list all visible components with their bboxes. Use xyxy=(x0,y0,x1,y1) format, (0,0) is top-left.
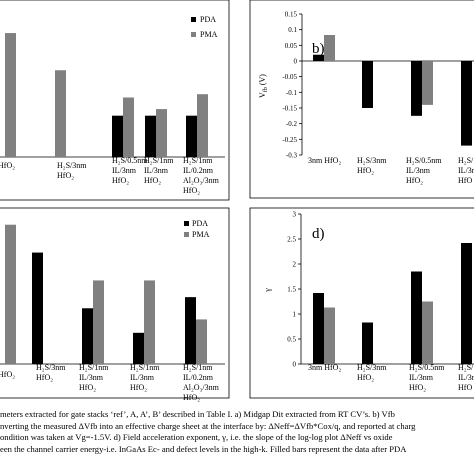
bar-d-pma-0 xyxy=(324,307,335,364)
c-tick-label-1: H₂S/3nm HfO₂ xyxy=(36,363,66,382)
bar-a-pma-3 xyxy=(156,109,167,157)
legend-pma-label: PMA xyxy=(200,30,218,39)
legend-pda-label: PDA xyxy=(200,15,216,24)
d-tick-label-2: H₂S/0.5nm IL/3nm HfO₂ xyxy=(409,363,445,392)
panel-b-letter: b) xyxy=(312,41,325,57)
c-tick-label-3: H₂S/1nm IL/3nm HfO₂ xyxy=(130,363,160,392)
d-ytick-label-1: 2.5 xyxy=(287,236,296,244)
b-ytick-label-0: 0.15 xyxy=(285,11,298,19)
figure-caption: meters extracted for gate stacks ‘ref’, … xyxy=(0,409,474,474)
panel-b-bars xyxy=(313,34,472,146)
b-ytick-label-7: -0.2 xyxy=(286,120,298,128)
legend-pma-swatch xyxy=(191,32,196,37)
bar-c-pma-4 xyxy=(196,319,207,364)
caption-line-3: ondition was taken at Vg=-1.5V. d) Field… xyxy=(0,432,393,442)
bar-b-pda-0 xyxy=(313,54,324,61)
bar-c-pma-2 xyxy=(93,280,104,364)
caption-line-4: een the channel carrier energy-i.e. InGa… xyxy=(0,443,407,454)
d-ytick-label-2: 2 xyxy=(293,261,297,269)
d-ytick-label-6: 0 xyxy=(293,361,297,369)
panel-c-frame xyxy=(0,207,230,399)
panel-d-letter: d) xyxy=(312,226,325,242)
panel-b: b) Vfb (V) 0.15 0.1 0.05 0 -0.05 -0.1 -0.15 -0.… xyxy=(249,0,474,199)
d-ytick-label-0: 3 xyxy=(293,211,297,219)
d-ytick-label-4: 1 xyxy=(293,311,297,319)
b-ytick-label-4: -0.05 xyxy=(282,73,297,81)
panel-b-y-ticks: 0.15 0.1 0.05 0 -0.05 -0.1 -0.15 -0.2 -0.25 -0.3 xyxy=(282,11,302,160)
d-tick-label-0: 3nm HfO₂ xyxy=(308,363,341,372)
bar-a-pma-1 xyxy=(55,70,66,157)
panel-c-bars xyxy=(5,224,207,364)
caption-line-1: meters extracted for gate stacks ‘ref’, … xyxy=(0,409,395,419)
d-tick-label-1: H₂S/3nm HfO₂ xyxy=(357,363,387,382)
b-ytick-label-3: 0 xyxy=(294,58,298,66)
legend-pma-label-c: PMA xyxy=(192,230,210,239)
legend-pma-swatch-c xyxy=(184,232,189,237)
b-ytick-label-2: 0.05 xyxy=(285,42,298,50)
legend-pda-label-c: PDA xyxy=(192,219,208,228)
bar-d-pda-3 xyxy=(461,243,472,364)
bar-b-pma-2 xyxy=(422,61,433,105)
a-tick-label-3: H₂S/1nm IL/3nm HfO₂ xyxy=(144,156,174,185)
b-ytick-label-9: -0.3 xyxy=(286,152,298,160)
c-tick-label-4: H₂S/1nm IL/0.2nm Al₂O₃/3nm HfO₂ xyxy=(183,363,220,402)
a-tick-label-0: HfO₂ xyxy=(0,161,15,170)
b-ytick-label-8: -0.25 xyxy=(282,136,297,144)
panel-b-ylabel: Vfb (V) xyxy=(258,74,269,98)
bar-c-pma-0 xyxy=(5,224,16,364)
bar-a-pma-4 xyxy=(197,94,208,157)
bar-c-pda-4 xyxy=(185,297,196,364)
d-ytick-label-5: 0.5 xyxy=(287,336,296,344)
bar-a-pda-4 xyxy=(186,115,197,157)
b-tick-label-0: 3nm HfO₂ xyxy=(308,156,341,165)
bar-d-pda-2 xyxy=(411,271,422,364)
bar-a-pda-3 xyxy=(145,115,156,157)
b-tick-label-2: H₂S/0.5nm IL/3nm HfO₂ xyxy=(406,156,442,185)
a-tick-label-2: H₂S/0.5nm IL/3nm HfO₂ xyxy=(112,156,148,185)
bar-d-pda-1 xyxy=(362,322,373,364)
panel-b-frame xyxy=(249,0,474,199)
bar-c-pda-2 xyxy=(82,308,93,364)
panel-d-frame xyxy=(249,207,474,399)
bar-b-pda-2 xyxy=(411,61,422,116)
bar-a-pma-2 xyxy=(123,97,134,157)
a-tick-label-4: H₂S/1nm IL/0.2nm Al₂O₃/3nm HfO₂ xyxy=(183,156,220,195)
caption-line-2: nverting the measured ΔVfb into an effec… xyxy=(0,420,416,431)
legend-pda-swatch-c xyxy=(184,221,189,226)
bar-c-pda-1 xyxy=(32,252,43,364)
b-ytick-label-6: -0.15 xyxy=(282,105,297,113)
bar-b-pma-0 xyxy=(324,34,335,61)
b-ytick-label-5: -0.1 xyxy=(286,89,298,97)
panel-d-y-ticks: 3 2.5 2 1.5 1 0.5 0 xyxy=(287,211,301,369)
bar-c-pma-3 xyxy=(144,280,155,364)
bar-d-pma-2 xyxy=(422,301,433,364)
panel-d-ylabel: γ xyxy=(263,288,272,293)
bar-b-pda-1 xyxy=(362,61,373,108)
c-tick-label-2: H₂S/1nm IL/3nm HfO₂ xyxy=(79,363,109,392)
panel-a: PDA PMA HfO₂ H₂S/3nm HfO₂ H₂S/0.5nm IL/3nm… xyxy=(0,0,230,201)
bar-b-pda-3 xyxy=(461,61,472,146)
panel-a-frame xyxy=(0,0,230,201)
d-ytick-label-3: 1.5 xyxy=(287,286,296,294)
bar-c-pda-3 xyxy=(133,332,144,364)
panel-c: PDA PMA HfO₂ H₂S/3nm HfO₂ H₂S/1nm IL/3nm Hf… xyxy=(0,207,230,402)
panel-d-bars xyxy=(313,243,472,364)
panel-d: d) γ 32.521.510.50 3nm HfO₂ H₂S/3nm HfO₂ … xyxy=(249,207,474,399)
bar-a-pma-0 xyxy=(5,33,16,158)
bar-a-pda-2 xyxy=(112,115,123,157)
bar-d-pda-0 xyxy=(313,293,324,364)
a-tick-label-1: H₂S/3nm HfO₂ xyxy=(57,161,87,180)
b-ytick-label-1: 0.1 xyxy=(288,26,297,34)
panel-a-bars xyxy=(5,33,208,158)
legend-pda-swatch xyxy=(191,17,196,22)
b-tick-label-1: H₂S/3nm HfO₂ xyxy=(357,156,387,175)
c-tick-label-0: HfO₂ xyxy=(0,370,15,379)
